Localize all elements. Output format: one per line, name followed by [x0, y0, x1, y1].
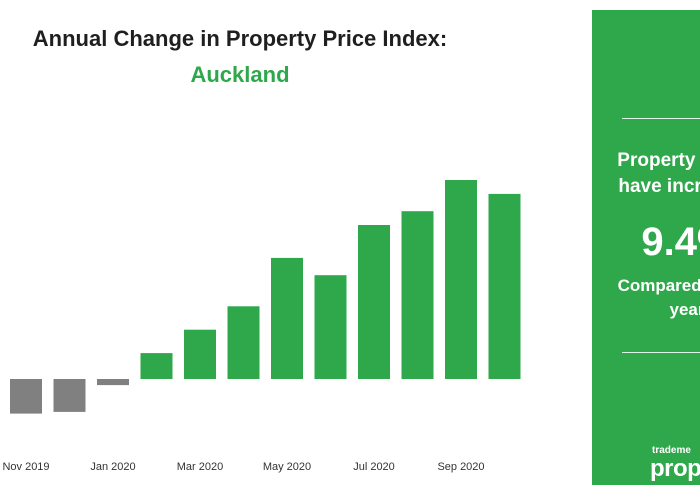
bar-oct-2020: [488, 193, 521, 379]
chart-subtitle: Auckland: [190, 62, 290, 87]
bar-sep-2020: [445, 180, 477, 379]
x-tick-label: Nov 2019: [2, 461, 49, 473]
panel-line-4: year: [669, 300, 700, 319]
bar-feb-2020: [140, 353, 173, 379]
bar-chart: Nov 2019 Jan 2020 Mar 2020 May 2020 Jul 2020…: [2, 180, 521, 473]
summary-panel: Property prices have increased 9.4% Comp…: [592, 10, 700, 485]
bar-mar-2020: [184, 329, 216, 379]
bar-jun-2020: [314, 275, 347, 379]
bar-aug-2020: [401, 211, 434, 379]
x-tick-label: Sep 2020: [437, 461, 484, 473]
panel-line-2: have increased: [618, 176, 700, 197]
bar-may-2020: [271, 257, 303, 379]
bar-dec-2019: [53, 379, 86, 412]
panel-line-1: Property prices: [617, 150, 700, 171]
panel-top-rule: [622, 118, 700, 119]
panel-bottom-rule: [622, 352, 700, 353]
chart-title: Annual Change in Property Price Index:: [32, 26, 448, 51]
bar-apr-2020: [227, 306, 260, 379]
x-tick-label: Mar 2020: [177, 461, 223, 473]
panel-big-value: 9.4%: [641, 220, 700, 264]
brand-logo-small: trademe: [652, 445, 691, 456]
panel-line-3: Compared to last: [617, 276, 700, 295]
x-tick-label: May 2020: [263, 461, 311, 473]
brand-logo: property: [650, 455, 700, 482]
bar-nov-2019: [10, 379, 42, 414]
x-tick-label: Jul 2020: [353, 461, 395, 473]
bar-jan-2020: [97, 379, 129, 386]
x-tick-label: Jan 2020: [90, 461, 135, 473]
bar-jul-2020: [358, 225, 390, 379]
